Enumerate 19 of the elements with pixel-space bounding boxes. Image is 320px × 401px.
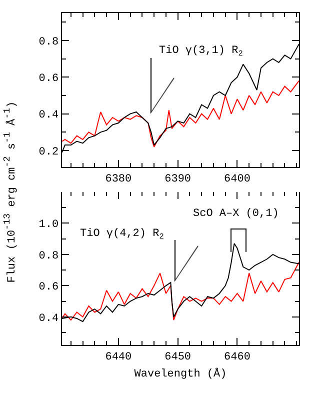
- x-tick-label: 6390: [164, 173, 192, 186]
- y-tick-label: 0.2: [38, 146, 59, 158]
- annotation: TiO γ(4,2) R$_{2}$: [80, 228, 164, 242]
- x-tick-label: 6450: [164, 351, 192, 364]
- y-tick-label: 1.0: [38, 219, 59, 232]
- y-tick-label: 0.8: [38, 36, 59, 48]
- x-tick-label: 6460: [224, 351, 250, 364]
- y-tick-label: 0.8: [38, 250, 59, 262]
- x-tick-label: 6400: [224, 173, 250, 186]
- annotation: TiO γ(3,1) R$_{2}$: [159, 45, 244, 58]
- y-tick-label: 0.4: [38, 110, 59, 122]
- line-series: [62, 80, 299, 148]
- y-tick-label: 0.6: [38, 73, 59, 86]
- x-tick-label: 6440: [105, 351, 132, 364]
- x-axis-title: Wavelength (Å): [134, 368, 227, 380]
- y-tick-label: 0.6: [38, 282, 59, 294]
- y-tick-label: 0.4: [38, 312, 59, 325]
- annotation: ScO A–X (0,1): [193, 208, 279, 220]
- x-tick-label: 6380: [105, 173, 132, 186]
